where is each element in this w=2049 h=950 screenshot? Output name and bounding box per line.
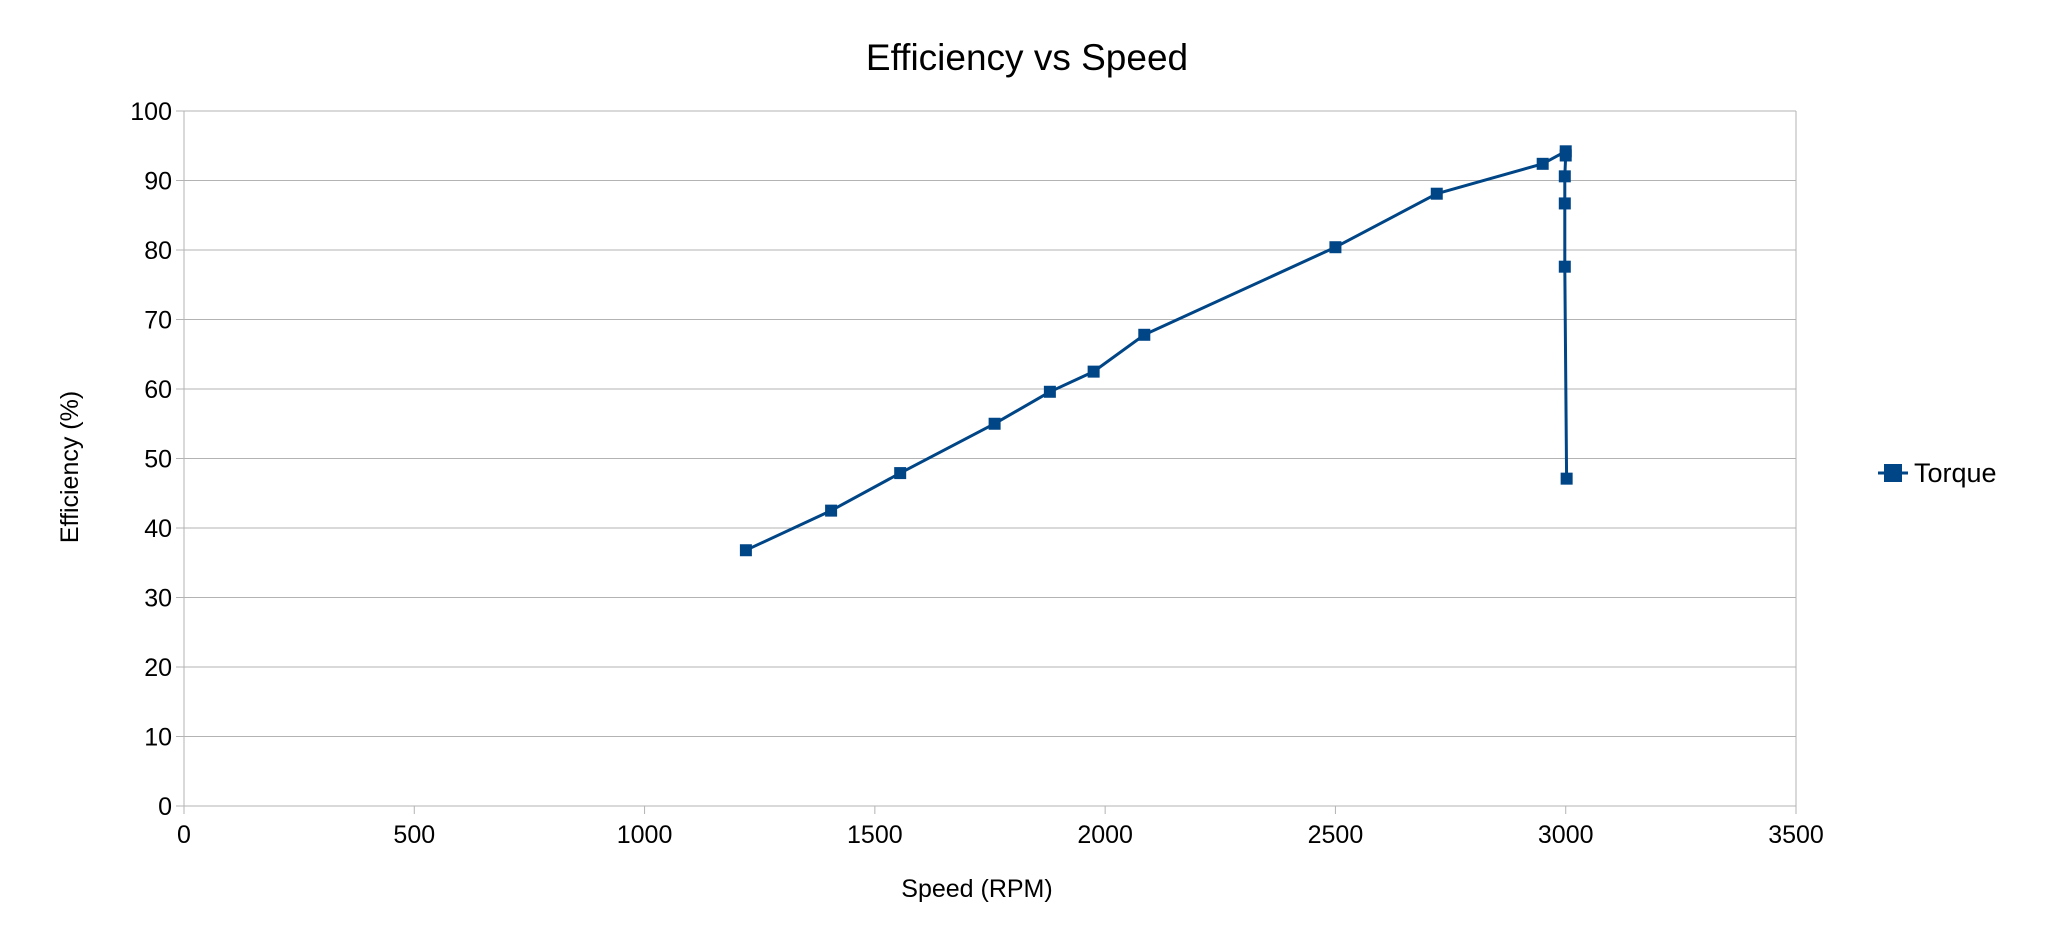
- y-tick-label: 20: [144, 654, 172, 682]
- data-point: [1559, 149, 1572, 162]
- data-point: [1043, 385, 1056, 398]
- x-tick-label: 0: [177, 821, 191, 849]
- y-axis-title: Efficiency (%): [56, 391, 84, 543]
- data-point: [1138, 328, 1151, 341]
- x-axis-title: Speed (RPM): [901, 875, 1052, 903]
- y-tick-label: 70: [144, 307, 172, 335]
- y-tick-label: 50: [144, 446, 172, 474]
- series-layer: [739, 145, 1573, 557]
- y-tick-label: 40: [144, 515, 172, 543]
- axis-layer: [176, 110, 1797, 814]
- data-point: [1558, 170, 1571, 183]
- grid-layer: [184, 110, 1797, 807]
- data-point: [1329, 241, 1342, 254]
- y-tick-label: 80: [144, 237, 172, 265]
- data-point: [1430, 187, 1443, 200]
- data-point: [988, 417, 1001, 430]
- y-tick-label: 90: [144, 168, 172, 196]
- data-point: [1560, 472, 1573, 485]
- x-tick-label: 3000: [1538, 821, 1594, 849]
- y-tick-label: 10: [144, 724, 172, 752]
- x-tick-label: 2500: [1308, 821, 1364, 849]
- legend-marker: [1884, 464, 1902, 482]
- data-point: [825, 504, 838, 517]
- y-tick-label: 100: [130, 98, 172, 126]
- data-point: [1558, 197, 1571, 210]
- y-tick-label: 30: [144, 585, 172, 613]
- series-line: [745, 149, 1569, 552]
- legend-label: Torque: [1914, 458, 1997, 488]
- data-point: [1558, 260, 1571, 273]
- data-point: [1536, 157, 1549, 170]
- data-point: [739, 544, 752, 557]
- legend: Torque: [1878, 458, 1997, 488]
- x-tick-label: 1000: [617, 821, 673, 849]
- x-tick-label: 3500: [1768, 821, 1824, 849]
- x-tick-label: 2000: [1077, 821, 1133, 849]
- data-point: [1087, 365, 1100, 378]
- chart-title: Efficiency vs Speed: [866, 37, 1188, 78]
- y-tick-label: 60: [144, 376, 172, 404]
- y-tick-label: 0: [158, 793, 172, 821]
- x-tick-label: 500: [393, 821, 435, 849]
- x-tick-label: 1500: [847, 821, 903, 849]
- data-point: [894, 467, 907, 480]
